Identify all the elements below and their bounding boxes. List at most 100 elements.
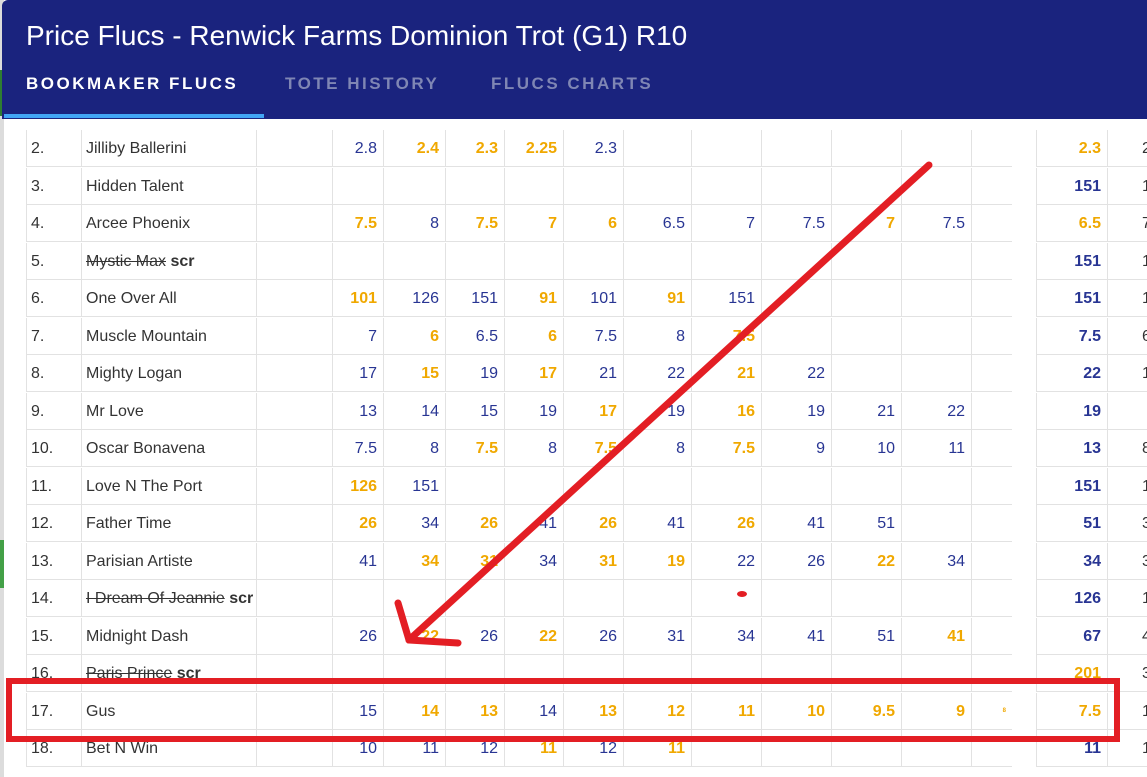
price-cell <box>692 167 762 205</box>
table-row: 13. Parisian Artiste 41 34 31 34 31 19 22 26 22 34 3… <box>26 542 1147 580</box>
price-cell: 11 <box>624 730 692 767</box>
price-cell <box>832 280 902 317</box>
price-cell <box>446 167 505 205</box>
price-cell: 21 <box>832 392 902 430</box>
spacer-cell <box>257 692 333 730</box>
price-cell: 26 <box>446 617 505 655</box>
price-cell: 34 <box>692 617 762 655</box>
price-cell <box>762 730 832 767</box>
price-cell: 7.5 <box>446 430 505 467</box>
price-cell <box>902 130 972 167</box>
price-cell: 17 <box>564 392 624 430</box>
price-cell <box>972 168 1012 205</box>
last-price-cell: 19 <box>1036 392 1108 430</box>
tab-flucs-charts[interactable]: FLUCS CHARTS <box>491 74 654 93</box>
runner-name: Arcee Phoenix <box>86 215 191 232</box>
price-cell: 7.5 <box>333 205 384 242</box>
price-cell <box>972 580 1012 617</box>
price-cell <box>446 655 505 692</box>
runner-name-cell: Muscle Mountain <box>82 317 257 355</box>
runner-name-cell: I Dream Of Jeannie scr <box>82 580 257 617</box>
price-cell: 9 <box>902 692 972 730</box>
column-gap <box>1012 242 1036 280</box>
last-price-cell: 13 <box>1036 430 1108 467</box>
modal-header: Price Flucs - Renwick Farms Dominion Tro… <box>2 0 1147 119</box>
price-cell: 14 <box>505 692 564 730</box>
price-cell: 126 <box>333 467 384 505</box>
cut-off-price-cell: 1 <box>1108 168 1147 205</box>
price-cell <box>624 580 692 617</box>
price-cell <box>972 130 1012 167</box>
runner-number: 10. <box>26 430 82 467</box>
runner-name: Gus <box>86 702 116 720</box>
price-cell: 15 <box>446 392 505 430</box>
spacer-cell <box>257 242 333 280</box>
runner-name: I Dream Of Jeannie <box>86 590 225 607</box>
spacer-cell <box>257 617 333 655</box>
column-gap <box>1012 130 1036 167</box>
price-cell <box>902 317 972 355</box>
price-cell: 22 <box>624 355 692 392</box>
spacer-cell <box>257 130 333 167</box>
last-price-cell: 2.3 <box>1036 130 1108 167</box>
price-cell <box>564 580 624 617</box>
page-title: Price Flucs - Renwick Farms Dominion Tro… <box>26 20 688 51</box>
last-price-cell: 22 <box>1036 355 1108 392</box>
price-cell <box>505 167 564 205</box>
price-cell <box>832 467 902 505</box>
price-cell: 19 <box>762 392 832 430</box>
runner-number: 11. <box>26 467 82 505</box>
price-cell <box>972 355 1012 392</box>
price-cell <box>832 580 902 617</box>
runner-name: Paris Prince <box>86 665 173 682</box>
cut-off-price-cell: 31 <box>1108 543 1147 580</box>
spacer-cell <box>257 505 333 542</box>
price-cell <box>505 242 564 280</box>
price-cell <box>832 242 902 280</box>
price-cell <box>692 730 762 767</box>
price-cell: 9.5 <box>832 692 902 730</box>
runner-number: 13. <box>26 542 82 580</box>
spacer-cell <box>257 317 333 355</box>
price-cell: 17 <box>505 355 564 392</box>
spacer-cell <box>257 392 333 430</box>
column-gap <box>1012 692 1036 730</box>
price-cell <box>902 580 972 617</box>
price-cell: 13 <box>446 692 505 730</box>
scratched-tag: scr <box>229 590 254 607</box>
runner-number: 17. <box>26 692 82 730</box>
runner-name: Hidden Talent <box>86 177 184 195</box>
price-cell <box>972 393 1012 430</box>
table-row: 11.Love N The Port126151151113 <box>26 467 1147 505</box>
runner-name: Oscar Bonavena <box>86 440 206 457</box>
table-row: 14.I Dream Of Jeannie scr 126113 <box>26 580 1147 617</box>
price-cell: 26 <box>333 617 384 655</box>
spacer-cell <box>257 355 333 392</box>
runner-number: 14. <box>26 580 82 617</box>
price-cell: 19 <box>446 355 505 392</box>
price-cell <box>832 730 902 767</box>
price-cell <box>624 655 692 692</box>
price-cell: 22 <box>384 617 446 655</box>
price-cell: 7.5 <box>692 317 762 355</box>
price-cell: 31 <box>564 542 624 580</box>
tab-tote-history[interactable]: TOTE HISTORY <box>285 74 440 93</box>
runner-name: Jilliby Ballerini <box>86 140 187 157</box>
price-cell: 11 <box>384 730 446 767</box>
price-cell <box>446 467 505 505</box>
price-cell <box>384 655 446 692</box>
price-cell: 12 <box>446 730 505 767</box>
runner-name: Love N The Port <box>86 477 203 495</box>
price-cell <box>972 205 1012 242</box>
tab-bookmaker-flucs[interactable]: BOOKMAKER FLUCS <box>26 74 239 93</box>
price-cell: 2.25 <box>505 130 564 167</box>
price-cell <box>384 242 446 280</box>
runner-name: Mighty Logan <box>86 365 183 382</box>
table-row: 12.Father Time2634264126412641515134 <box>26 505 1147 542</box>
column-gap <box>1012 355 1036 392</box>
price-cell: 19 <box>505 392 564 430</box>
price-cell: 31 <box>624 617 692 655</box>
price-cell: 22 <box>692 542 762 580</box>
